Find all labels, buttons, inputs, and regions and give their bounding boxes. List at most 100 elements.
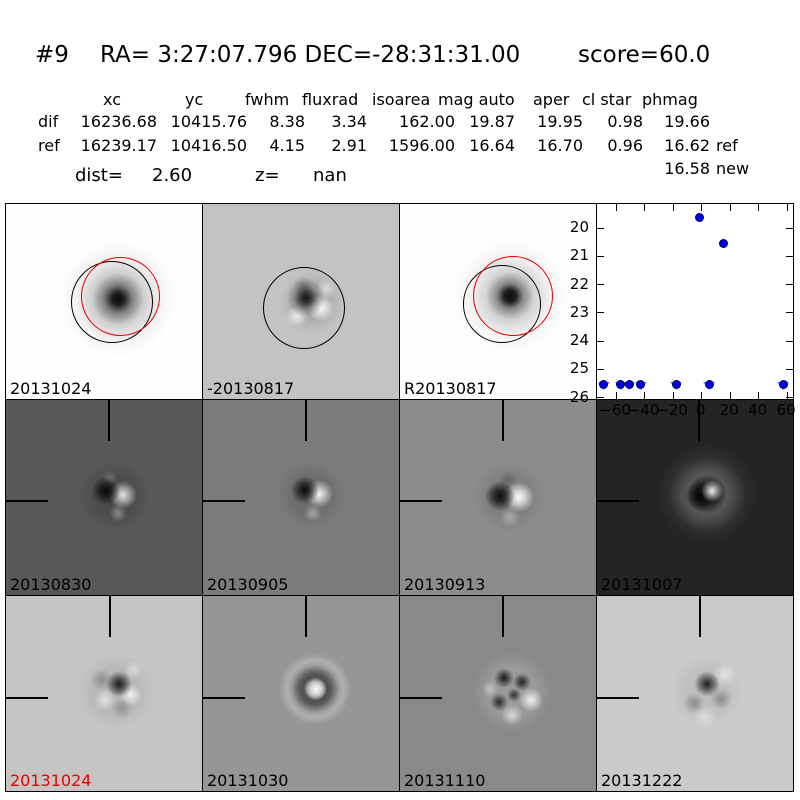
axis-tick: [644, 204, 646, 211]
lightcurve-point: [624, 379, 634, 389]
table-row-suffix: ref: [716, 136, 738, 155]
epoch-stamp-panel: 20131007: [596, 399, 794, 596]
crosshair-top-tick: [502, 400, 504, 441]
axis-tick: [786, 392, 788, 399]
lightcurve-point: [599, 379, 609, 389]
stamp-date-label: 20130913: [404, 575, 486, 594]
crosshair-top-tick: [109, 596, 111, 637]
table-cell: 2.91: [331, 136, 367, 155]
y-tick-label: 26: [569, 387, 589, 406]
crosshair-top-tick: [502, 596, 504, 637]
score-text: score=60.0: [578, 42, 711, 68]
lightcurve-point: [671, 379, 681, 389]
table-row-suffix: new: [716, 159, 750, 178]
axis-tick: [758, 204, 760, 211]
table-cell: 0.98: [607, 112, 643, 131]
table-header: phmag: [642, 90, 698, 109]
epoch-stamp-panel: 20131222: [596, 595, 794, 792]
crosshair-left-tick: [6, 697, 48, 699]
lightcurve-point: [694, 213, 704, 223]
stamp-panel-new: -20130817: [202, 203, 400, 400]
table-cell: 19.95: [537, 112, 583, 131]
epoch-stamp-panel: 20131024: [5, 595, 203, 792]
axis-tick: [786, 368, 793, 370]
axis-tick: [786, 284, 793, 286]
stamp-date-label: 20131030: [207, 771, 289, 790]
stamp-image: [597, 596, 793, 791]
stamp-image: [400, 400, 596, 595]
stamp-date-label: 20131024: [10, 771, 92, 790]
y-tick-label: 20: [569, 218, 589, 237]
crosshair-left-tick: [597, 697, 639, 699]
axis-tick: [729, 392, 731, 399]
crosshair-top-tick: [108, 400, 110, 441]
axis-tick: [786, 255, 793, 257]
coordinates-text: RA= 3:27:07.796 DEC=-28:31:31.00: [100, 42, 521, 68]
table-header: yc: [185, 90, 204, 109]
x-tick-label: 0: [695, 401, 706, 419]
stamp-date-label: 20131007: [601, 575, 683, 594]
table-cell: 16.64: [469, 136, 515, 155]
aperture-circle-black: [263, 267, 345, 349]
crosshair-left-tick: [6, 500, 48, 502]
axis-tick: [597, 397, 604, 399]
table-header: xc: [103, 90, 121, 109]
lightcurve-point: [616, 379, 626, 389]
lightcurve-point: [778, 379, 788, 389]
axis-tick: [615, 204, 617, 211]
table-cell: 19.66: [664, 112, 710, 131]
axis-tick: [701, 204, 703, 211]
stamp-image: [400, 596, 596, 791]
stamp-date-label: -20130817: [207, 379, 295, 398]
axis-tick: [644, 392, 646, 399]
lightcurve-point: [718, 239, 728, 249]
candidate-number: #9: [35, 42, 69, 68]
table-cell: 3.34: [331, 112, 367, 131]
stamp-image: [6, 596, 202, 791]
stamp-date-label: 20131024: [10, 379, 92, 398]
stamp-image: [597, 400, 793, 595]
crosshair-top-tick: [305, 596, 307, 637]
axis-tick: [701, 392, 703, 399]
table-header: isoarea: [372, 90, 431, 109]
table-cell: 16.58: [664, 159, 710, 178]
stamp-image: [203, 400, 399, 595]
table-cell: 16.62: [664, 136, 710, 155]
lightcurve-plot: [596, 203, 794, 400]
crosshair-top-tick: [699, 596, 701, 637]
axis-tick: [597, 312, 604, 314]
crosshair-left-tick: [400, 500, 442, 502]
stamp-image: [6, 400, 202, 595]
axis-tick: [597, 255, 604, 257]
table-cell: 10416.50: [170, 136, 247, 155]
epoch-stamp-panel: 20130830: [5, 399, 203, 596]
crosshair-top-tick: [698, 400, 700, 441]
table-cell: 19.87: [469, 112, 515, 131]
axis-tick: [597, 227, 604, 229]
figure-title: #9 RA= 3:27:07.796 DEC=-28:31:31.00 scor…: [0, 42, 800, 70]
stamp-date-label: R20130817: [404, 379, 497, 398]
crosshair-left-tick: [400, 697, 442, 699]
table-row-label: ref: [38, 136, 60, 155]
axis-tick: [758, 392, 760, 399]
axis-tick: [786, 204, 788, 211]
crosshair-top-tick: [305, 400, 307, 441]
axis-tick: [672, 204, 674, 211]
epoch-stamp-panel: 20130913: [399, 399, 597, 596]
table-header: aper: [533, 90, 570, 109]
y-tick-label: 25: [569, 359, 589, 378]
axis-tick: [615, 392, 617, 399]
y-tick-label: 21: [569, 246, 589, 265]
aperture-circle-red: [473, 256, 553, 336]
redshift-label: z=: [255, 165, 280, 186]
dist-value: 2.60: [152, 165, 193, 186]
stamp-date-label: 20131222: [601, 771, 683, 790]
crosshair-left-tick: [597, 500, 639, 502]
epoch-stamp-panel: 20131030: [202, 595, 400, 792]
axis-tick: [786, 312, 793, 314]
stamp-date-label: 20131110: [404, 771, 486, 790]
table-cell: 16.70: [537, 136, 583, 155]
lightcurve-point: [636, 379, 646, 389]
dist-label: dist=: [75, 165, 123, 186]
